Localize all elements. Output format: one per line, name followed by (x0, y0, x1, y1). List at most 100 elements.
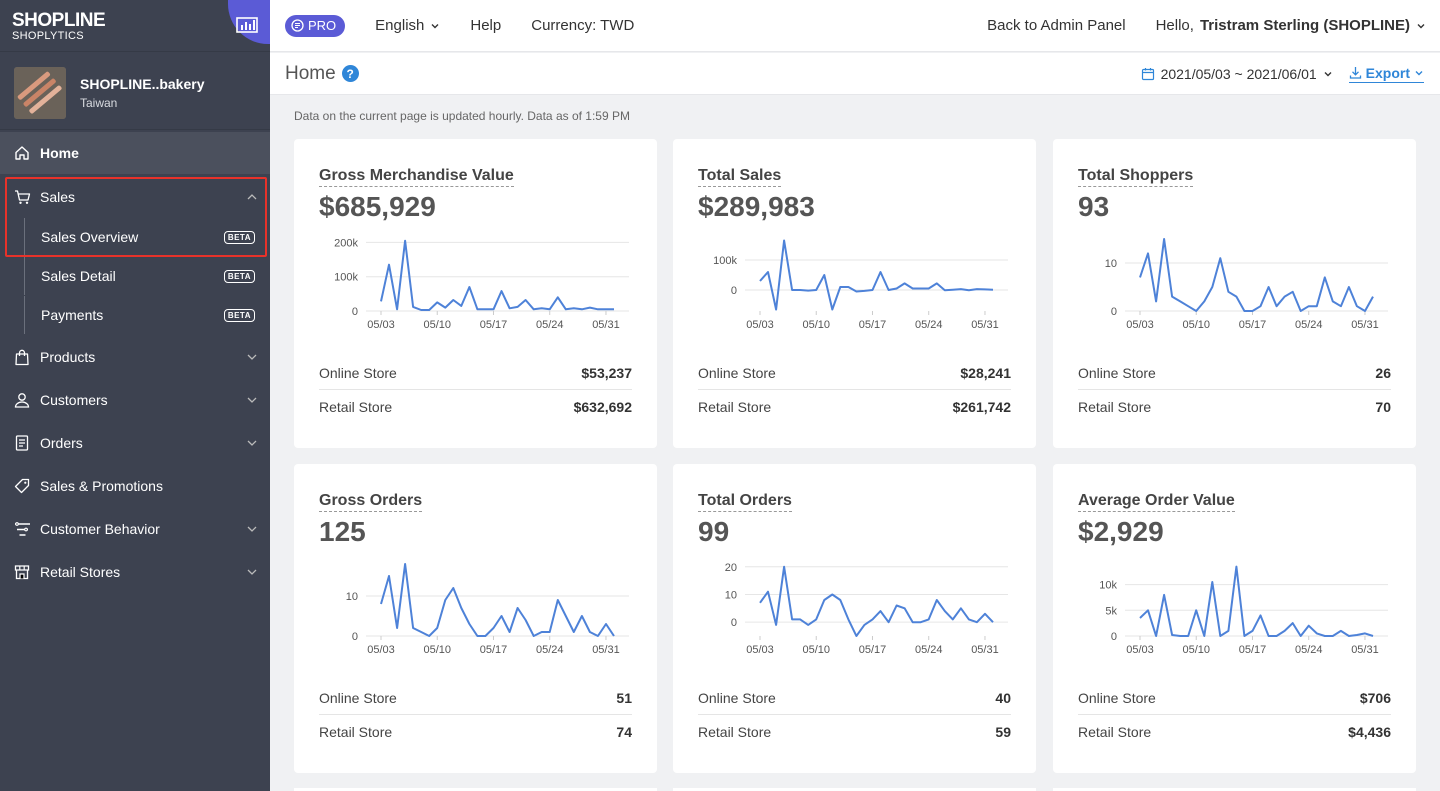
top-bar: PRO English Help Currency: TWD Back to A… (270, 0, 1440, 52)
card-title[interactable]: Gross Merchandise Value (319, 167, 514, 187)
row-label: Retail Store (698, 723, 772, 740)
line-chart[interactable]: 0 10 05/03 05/10 05/17 05/24 05/31 (1078, 231, 1398, 341)
card-title[interactable]: Gross Orders (319, 492, 423, 512)
online-store-row: Online Store $706 (1078, 682, 1391, 715)
analytics-badge[interactable] (228, 0, 270, 44)
user-icon (13, 391, 31, 409)
series-line (759, 565, 994, 637)
next-card-edge (673, 788, 1036, 791)
row-label: Online Store (698, 690, 776, 706)
x-tick-label: 05/03 (1126, 644, 1154, 656)
nav-customer-behavior[interactable]: Customer Behavior (0, 509, 270, 549)
chevron-down-icon (247, 569, 257, 575)
tag-icon (13, 477, 31, 495)
line-chart[interactable]: 0 100k 05/03 05/10 05/17 05/24 05/31 (698, 231, 1018, 341)
bar-chart-icon (236, 17, 258, 33)
nav-customers[interactable]: Customers (0, 380, 270, 420)
metric-card-gross-orders: Gross Orders 125 0 10 05/03 05/10 05/17 05/24… (294, 464, 657, 773)
metric-card-total-sales: Total Sales $289,983 0 100k 05/03 05/10 05/1… (673, 139, 1036, 448)
store-name: SHOPLINE..bakery (80, 76, 205, 92)
nav-payments-label: Payments (41, 307, 104, 323)
help-link[interactable]: Help (470, 17, 502, 34)
shopline-logo[interactable]: SHOPLINE (12, 10, 106, 31)
retail-store-row: Retail Store $4,436 (1078, 715, 1391, 748)
x-tick-label: 05/10 (423, 644, 451, 656)
x-tick-label: 05/24 (1295, 644, 1323, 656)
nav-retail-stores[interactable]: Retail Stores (0, 552, 270, 592)
card-title[interactable]: Total Shoppers (1078, 167, 1194, 187)
online-store-row: Online Store $28,241 (698, 357, 1011, 390)
store-region: Taiwan (80, 96, 118, 110)
chevron-down-icon (431, 23, 439, 28)
row-value: $261,742 (952, 398, 1011, 415)
pro-badge[interactable]: PRO (285, 14, 346, 37)
line-chart[interactable]: 0 5k 10k 05/03 05/10 05/17 05/24 05/31 (1078, 556, 1398, 666)
pro-label: PRO (308, 18, 337, 33)
x-tick-label: 05/24 (915, 319, 943, 331)
currency-label: Currency: TWD (531, 17, 635, 34)
nav-sales-label: Sales (40, 189, 76, 205)
nav-sales-detail[interactable]: Sales Detail BETA (24, 257, 264, 295)
online-store-row: Online Store 51 (319, 682, 632, 715)
chevron-down-icon (247, 354, 257, 360)
x-tick-label: 05/10 (423, 319, 451, 331)
date-range-value: 2021/05/03 ~ 2021/06/01 (1160, 65, 1317, 82)
nav-sales[interactable]: Sales (0, 177, 270, 217)
retail-store-row: Retail Store $632,692 (319, 390, 632, 423)
line-chart[interactable]: 0 100k 200k 05/03 05/10 05/17 05/24 05/31 (319, 231, 639, 341)
calendar-icon (1141, 67, 1154, 80)
y-tick-label: 0 (731, 285, 737, 297)
metric-card-gmv: Gross Merchandise Value $685,929 0 100k 20… (294, 139, 657, 448)
online-store-row: Online Store 26 (1078, 357, 1391, 390)
chevron-down-icon (247, 397, 257, 403)
card-title[interactable]: Average Order Value (1078, 492, 1235, 512)
line-chart[interactable]: 0 10 05/03 05/10 05/17 05/24 05/31 (319, 556, 639, 666)
retail-store-row: Retail Store 59 (698, 715, 1011, 748)
help-icon[interactable]: ? (341, 65, 359, 82)
export-button[interactable]: Export (1348, 65, 1424, 83)
y-tick-label: 0 (731, 617, 737, 629)
row-value: 59 (995, 723, 1011, 740)
x-tick-label: 05/03 (367, 644, 395, 656)
store-switcher[interactable]: SHOPLINE..bakery Taiwan (0, 52, 270, 130)
card-title[interactable]: Total Orders (698, 492, 792, 512)
x-tick-label: 05/17 (1239, 319, 1267, 331)
y-tick-label: 100k (713, 255, 737, 267)
x-tick-label: 05/31 (592, 319, 620, 331)
series-line (380, 563, 615, 637)
row-label: Retail Store (698, 398, 772, 415)
beta-badge: BETA (223, 308, 255, 322)
chevron-down-icon (1324, 71, 1332, 76)
retail-store-row: Retail Store $261,742 (698, 390, 1011, 423)
nav-home[interactable]: Home (0, 132, 270, 174)
chevron-up-icon (247, 194, 257, 200)
nav-sales-promotions[interactable]: Sales & Promotions (0, 466, 270, 506)
y-tick-label: 10 (1105, 258, 1117, 270)
language-selector[interactable]: English (375, 17, 440, 34)
x-tick-label: 05/31 (592, 644, 620, 656)
date-range-picker[interactable]: 2021/05/03 ~ 2021/06/01 (1141, 66, 1333, 82)
nav-sales-promotions-label: Sales & Promotions (40, 478, 163, 494)
row-value: $632,692 (573, 398, 632, 415)
y-tick-label: 5k (1105, 605, 1117, 617)
x-tick-label: 05/10 (802, 319, 830, 331)
nav-orders[interactable]: Orders (0, 423, 270, 463)
row-value: $53,237 (581, 365, 632, 381)
card-value: 125 (319, 516, 366, 547)
y-tick-label: 100k (334, 272, 358, 284)
row-label: Online Store (1078, 690, 1156, 706)
y-tick-label: 10 (346, 591, 358, 603)
online-store-row: Online Store 40 (698, 682, 1011, 715)
user-menu[interactable]: Hello, Tristram Sterling (SHOPLINE) (1156, 17, 1426, 34)
x-tick-label: 05/17 (859, 319, 887, 331)
nav-sales-overview[interactable]: Sales Overview BETA (24, 218, 264, 256)
store-icon (13, 563, 31, 581)
back-to-admin-link[interactable]: Back to Admin Panel (987, 17, 1126, 34)
line-chart[interactable]: 0 10 20 05/03 05/10 05/17 05/24 05/31 (698, 556, 1018, 666)
nav-payments[interactable]: Payments BETA (24, 296, 264, 334)
card-title[interactable]: Total Sales (698, 167, 782, 187)
x-tick-label: 05/24 (1295, 319, 1323, 331)
retail-store-row: Retail Store 70 (1078, 390, 1391, 423)
nav-products[interactable]: Products (0, 337, 270, 377)
row-label: Online Store (319, 365, 397, 381)
